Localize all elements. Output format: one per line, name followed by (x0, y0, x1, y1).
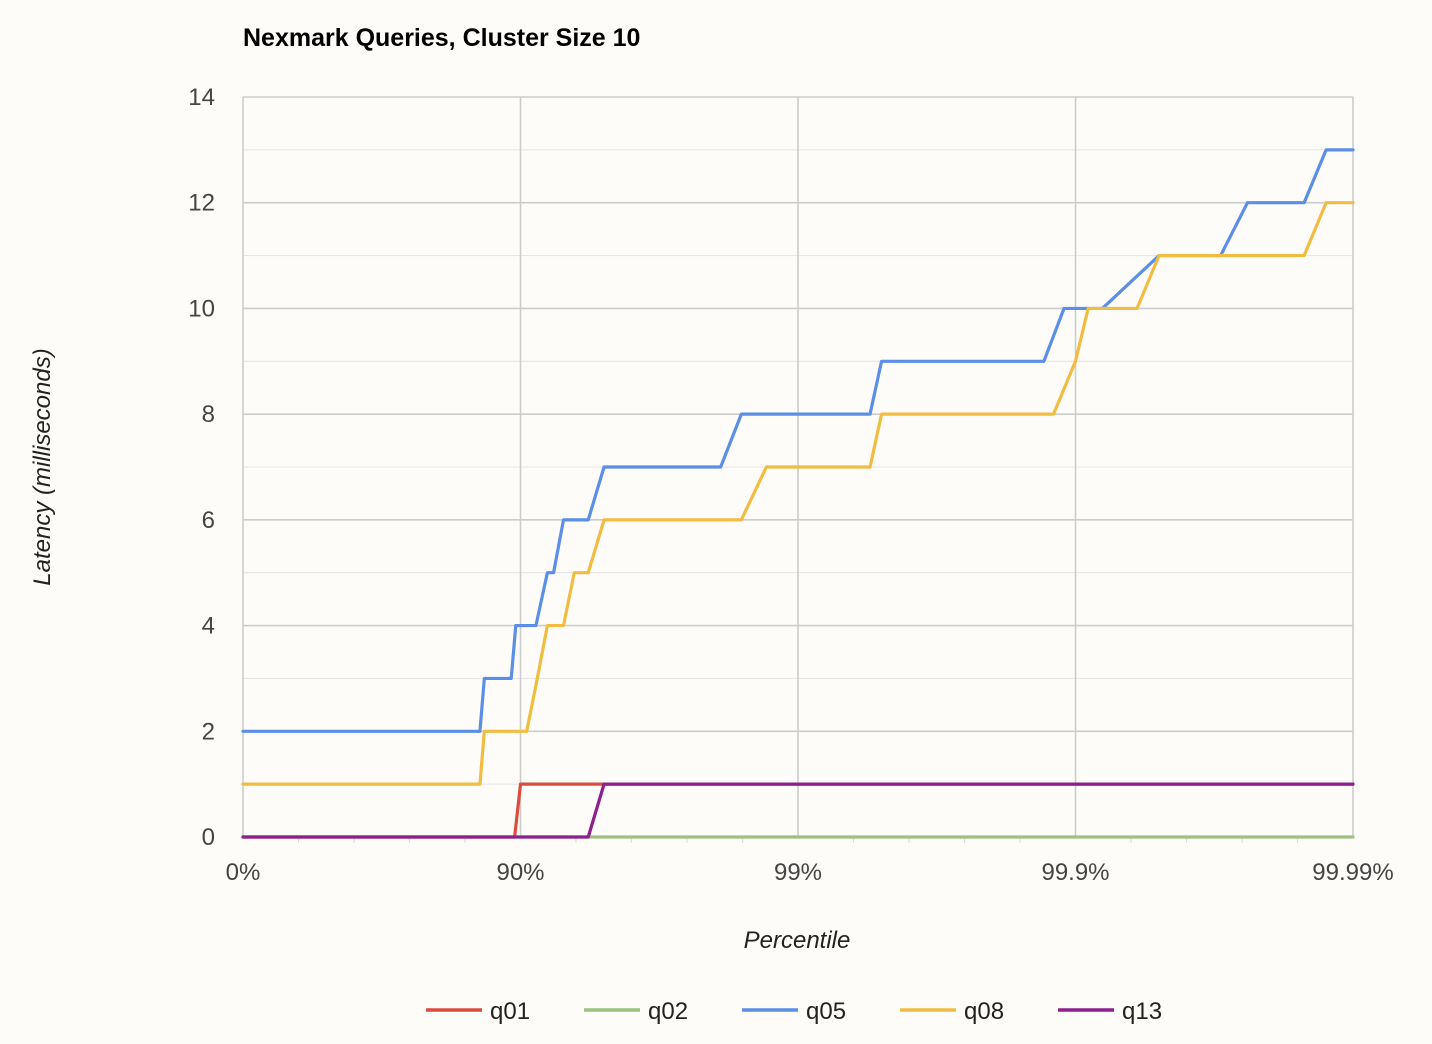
legend-label: q08 (964, 998, 1004, 1025)
series-lines (241, 148, 1355, 839)
legend-item-q08: q08 (900, 998, 1004, 1025)
x-tick-label: 99.9% (1041, 859, 1109, 886)
legend-item-q02: q02 (584, 998, 688, 1025)
legend-label: q13 (1122, 998, 1162, 1025)
series-line-q05 (241, 148, 1355, 733)
y-tick-label: 12 (188, 190, 215, 217)
x-axis-title: Percentile (744, 927, 851, 954)
y-tick-label: 0 (202, 824, 215, 851)
legend-item-q13: q13 (1058, 998, 1162, 1025)
series-line-q13 (241, 782, 1355, 839)
y-tick-label: 14 (188, 84, 215, 111)
legend-item-q05: q05 (742, 998, 846, 1025)
x-tick-label: 99% (774, 859, 822, 886)
legend-label: q01 (490, 998, 530, 1025)
y-tick-label: 4 (202, 613, 215, 640)
x-tick-label: 90% (496, 859, 544, 886)
legend-item-q01: q01 (426, 998, 530, 1025)
legend: q01 q02 q05 q08 q13 (426, 998, 1162, 1025)
chart-title: Nexmark Queries, Cluster Size 10 (243, 24, 640, 52)
y-axis-ticks: 0 2 4 6 8 10 12 14 (188, 84, 215, 851)
x-tick-label: 99.99% (1312, 859, 1393, 886)
y-tick-label: 2 (202, 718, 215, 745)
x-axis-ticks: 0% 90% 99% 99.9% 99.99% (226, 859, 1394, 886)
y-axis-title: Latency (milliseconds) (29, 348, 56, 585)
legend-label: q02 (648, 998, 688, 1025)
legend-label: q05 (806, 998, 846, 1025)
y-tick-label: 8 (202, 401, 215, 428)
y-tick-label: 10 (188, 295, 215, 322)
series-line-q08 (241, 201, 1355, 786)
x-tick-label: 0% (226, 859, 261, 886)
y-tick-label: 6 (202, 507, 215, 534)
